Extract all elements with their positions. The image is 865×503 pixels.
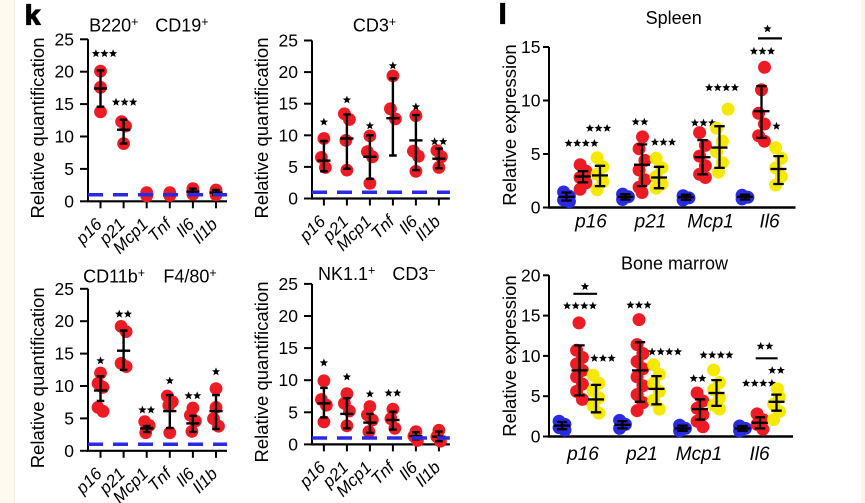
svg-text:5: 5 (64, 159, 74, 179)
svg-text:15: 15 (55, 344, 74, 364)
svg-text:k: k (25, 0, 41, 30)
svg-text:15: 15 (521, 306, 540, 326)
svg-text:15: 15 (279, 94, 298, 114)
svg-text:5: 5 (288, 402, 298, 422)
svg-text:10: 10 (55, 376, 75, 396)
svg-text:Bone marrow: Bone marrow (621, 254, 729, 274)
svg-text:25: 25 (279, 31, 298, 51)
svg-text:20: 20 (55, 62, 75, 82)
svg-text:Tnf: Tnf (144, 463, 176, 495)
svg-text:Spleen: Spleen (646, 8, 702, 28)
svg-text:Il1b: Il1b (189, 215, 222, 248)
svg-text:Il1b: Il1b (411, 212, 444, 245)
svg-text:Relative expression: Relative expression (499, 275, 520, 436)
svg-text:p21: p21 (625, 444, 658, 465)
svg-text:25: 25 (55, 29, 74, 49)
svg-text:20: 20 (279, 306, 299, 326)
svg-text:Relative quantification: Relative quantification (27, 38, 48, 219)
svg-text:Mcp1: Mcp1 (676, 444, 722, 465)
svg-text:10: 10 (279, 370, 299, 390)
svg-text:25: 25 (55, 279, 74, 299)
svg-text:p21: p21 (634, 212, 667, 233)
svg-text:0: 0 (64, 441, 74, 461)
svg-text:Relative quantification: Relative quantification (251, 282, 272, 463)
svg-text:10: 10 (521, 91, 541, 111)
svg-text:5: 5 (288, 157, 298, 177)
svg-text:Relative expression: Relative expression (499, 44, 520, 205)
svg-text:0: 0 (531, 198, 541, 218)
svg-text:10: 10 (521, 346, 541, 366)
svg-text:Relative quantification: Relative quantification (27, 287, 48, 468)
svg-text:5: 5 (531, 386, 541, 406)
svg-text:15: 15 (55, 94, 74, 114)
svg-text:Il6: Il6 (759, 212, 780, 233)
svg-text:20: 20 (279, 62, 299, 82)
svg-text:B220+: B220+ (89, 15, 138, 36)
svg-text:Il1b: Il1b (189, 464, 222, 497)
svg-text:20: 20 (55, 311, 75, 331)
svg-text:25: 25 (279, 274, 298, 294)
svg-text:10: 10 (279, 125, 299, 145)
svg-text:Il6: Il6 (749, 444, 770, 465)
svg-text:0: 0 (64, 191, 74, 211)
svg-text:15: 15 (521, 37, 540, 57)
svg-text:p16: p16 (566, 444, 599, 465)
svg-text:20: 20 (521, 265, 541, 285)
svg-text:CD19+: CD19+ (155, 15, 208, 36)
svg-text:CD3+: CD3+ (353, 15, 396, 36)
svg-text:F4/80+: F4/80+ (163, 266, 216, 287)
svg-text:Mcp1: Mcp1 (687, 212, 733, 233)
svg-text:Il1b: Il1b (411, 458, 444, 491)
svg-text:CD11b+: CD11b+ (83, 266, 145, 287)
svg-text:10: 10 (55, 127, 75, 147)
svg-text:NK1.1+: NK1.1+ (318, 264, 375, 285)
svg-text:5: 5 (531, 144, 541, 164)
svg-text:Relative quantification: Relative quantification (251, 38, 272, 219)
svg-text:Tnf: Tnf (367, 210, 399, 242)
svg-text:Tnf: Tnf (144, 213, 176, 245)
svg-text:CD3−: CD3− (392, 264, 435, 285)
svg-text:15: 15 (279, 338, 298, 358)
svg-text:0: 0 (288, 434, 298, 454)
svg-text:5: 5 (64, 408, 74, 428)
svg-text:Tnf: Tnf (367, 456, 399, 488)
svg-text:p16: p16 (574, 212, 607, 233)
svg-text:l: l (499, 0, 507, 30)
svg-text:0: 0 (288, 189, 298, 209)
svg-text:0: 0 (531, 427, 541, 447)
